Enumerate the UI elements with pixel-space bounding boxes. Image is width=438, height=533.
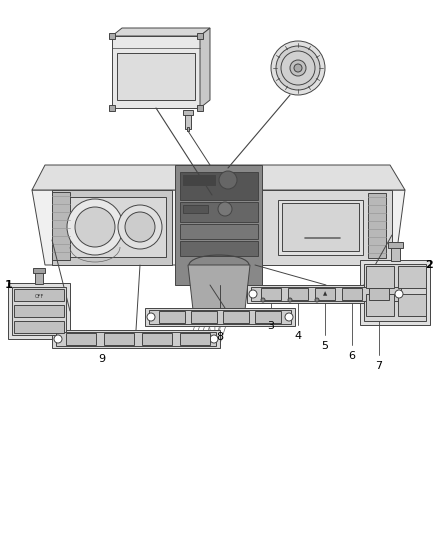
Bar (104, 333, 134, 345)
Bar (398, 294, 426, 316)
Bar (14, 321, 64, 333)
Bar (223, 311, 249, 323)
Bar (183, 110, 193, 115)
Bar (112, 36, 200, 108)
Circle shape (67, 199, 123, 255)
Text: 4: 4 (294, 331, 301, 341)
Bar (180, 172, 258, 200)
Circle shape (249, 290, 257, 298)
Bar (180, 333, 210, 345)
Circle shape (276, 46, 320, 90)
Bar (12, 287, 66, 335)
Bar (261, 288, 281, 300)
Bar (282, 203, 359, 251)
Bar (66, 333, 96, 345)
Bar (247, 285, 405, 303)
Text: 9: 9 (99, 354, 106, 364)
Bar (58, 197, 166, 257)
Polygon shape (52, 190, 172, 265)
Bar (52, 192, 70, 260)
Circle shape (218, 202, 232, 216)
Text: 3: 3 (268, 321, 275, 331)
Bar (159, 311, 185, 323)
Bar (33, 268, 45, 273)
Bar (364, 264, 426, 321)
Bar (197, 105, 203, 111)
Text: 7: 7 (375, 361, 382, 371)
Bar (391, 246, 400, 261)
Circle shape (395, 290, 403, 298)
Text: OFF: OFF (34, 294, 44, 298)
Bar (187, 127, 189, 131)
Text: ▲: ▲ (323, 292, 327, 296)
Polygon shape (32, 165, 405, 190)
Bar (14, 305, 64, 317)
Circle shape (261, 298, 265, 302)
Text: 5: 5 (321, 341, 328, 351)
Bar (398, 266, 426, 288)
Bar (278, 200, 363, 255)
Circle shape (210, 335, 218, 343)
Circle shape (315, 298, 319, 302)
Bar (315, 288, 335, 300)
Bar (185, 113, 191, 129)
Bar (109, 105, 115, 111)
Circle shape (219, 171, 237, 189)
Circle shape (294, 64, 302, 72)
Circle shape (271, 41, 325, 95)
Bar (180, 202, 258, 222)
Bar (8, 283, 70, 339)
Bar (183, 175, 215, 185)
Bar (52, 330, 220, 348)
Bar (149, 310, 291, 324)
Polygon shape (188, 265, 250, 310)
Bar (255, 311, 281, 323)
Bar (197, 33, 203, 39)
Bar (288, 288, 308, 300)
Bar (142, 333, 172, 345)
Bar (251, 287, 401, 301)
Bar (368, 193, 386, 258)
Bar (366, 266, 394, 288)
Text: 2: 2 (425, 260, 433, 270)
Text: 1: 1 (5, 280, 13, 290)
Bar (369, 288, 389, 300)
Text: 8: 8 (216, 332, 223, 342)
Bar (109, 33, 115, 39)
Polygon shape (200, 28, 210, 108)
Bar (183, 205, 208, 213)
Bar (35, 271, 43, 284)
Bar (388, 242, 403, 248)
Bar (180, 241, 258, 256)
Polygon shape (32, 190, 405, 265)
Bar (366, 294, 394, 316)
Circle shape (285, 313, 293, 321)
Bar (191, 311, 217, 323)
Polygon shape (112, 28, 210, 36)
Bar (145, 308, 295, 326)
Circle shape (75, 207, 115, 247)
Bar (180, 224, 258, 239)
Circle shape (118, 205, 162, 249)
Bar (14, 289, 64, 301)
Text: 6: 6 (349, 351, 356, 361)
Bar (342, 288, 362, 300)
Circle shape (290, 60, 306, 76)
Bar (360, 260, 430, 325)
Circle shape (147, 313, 155, 321)
Polygon shape (262, 190, 392, 265)
Bar (117, 53, 195, 100)
Circle shape (288, 298, 292, 302)
Circle shape (125, 212, 155, 242)
Bar (56, 332, 216, 346)
Polygon shape (175, 165, 262, 285)
Circle shape (54, 335, 62, 343)
